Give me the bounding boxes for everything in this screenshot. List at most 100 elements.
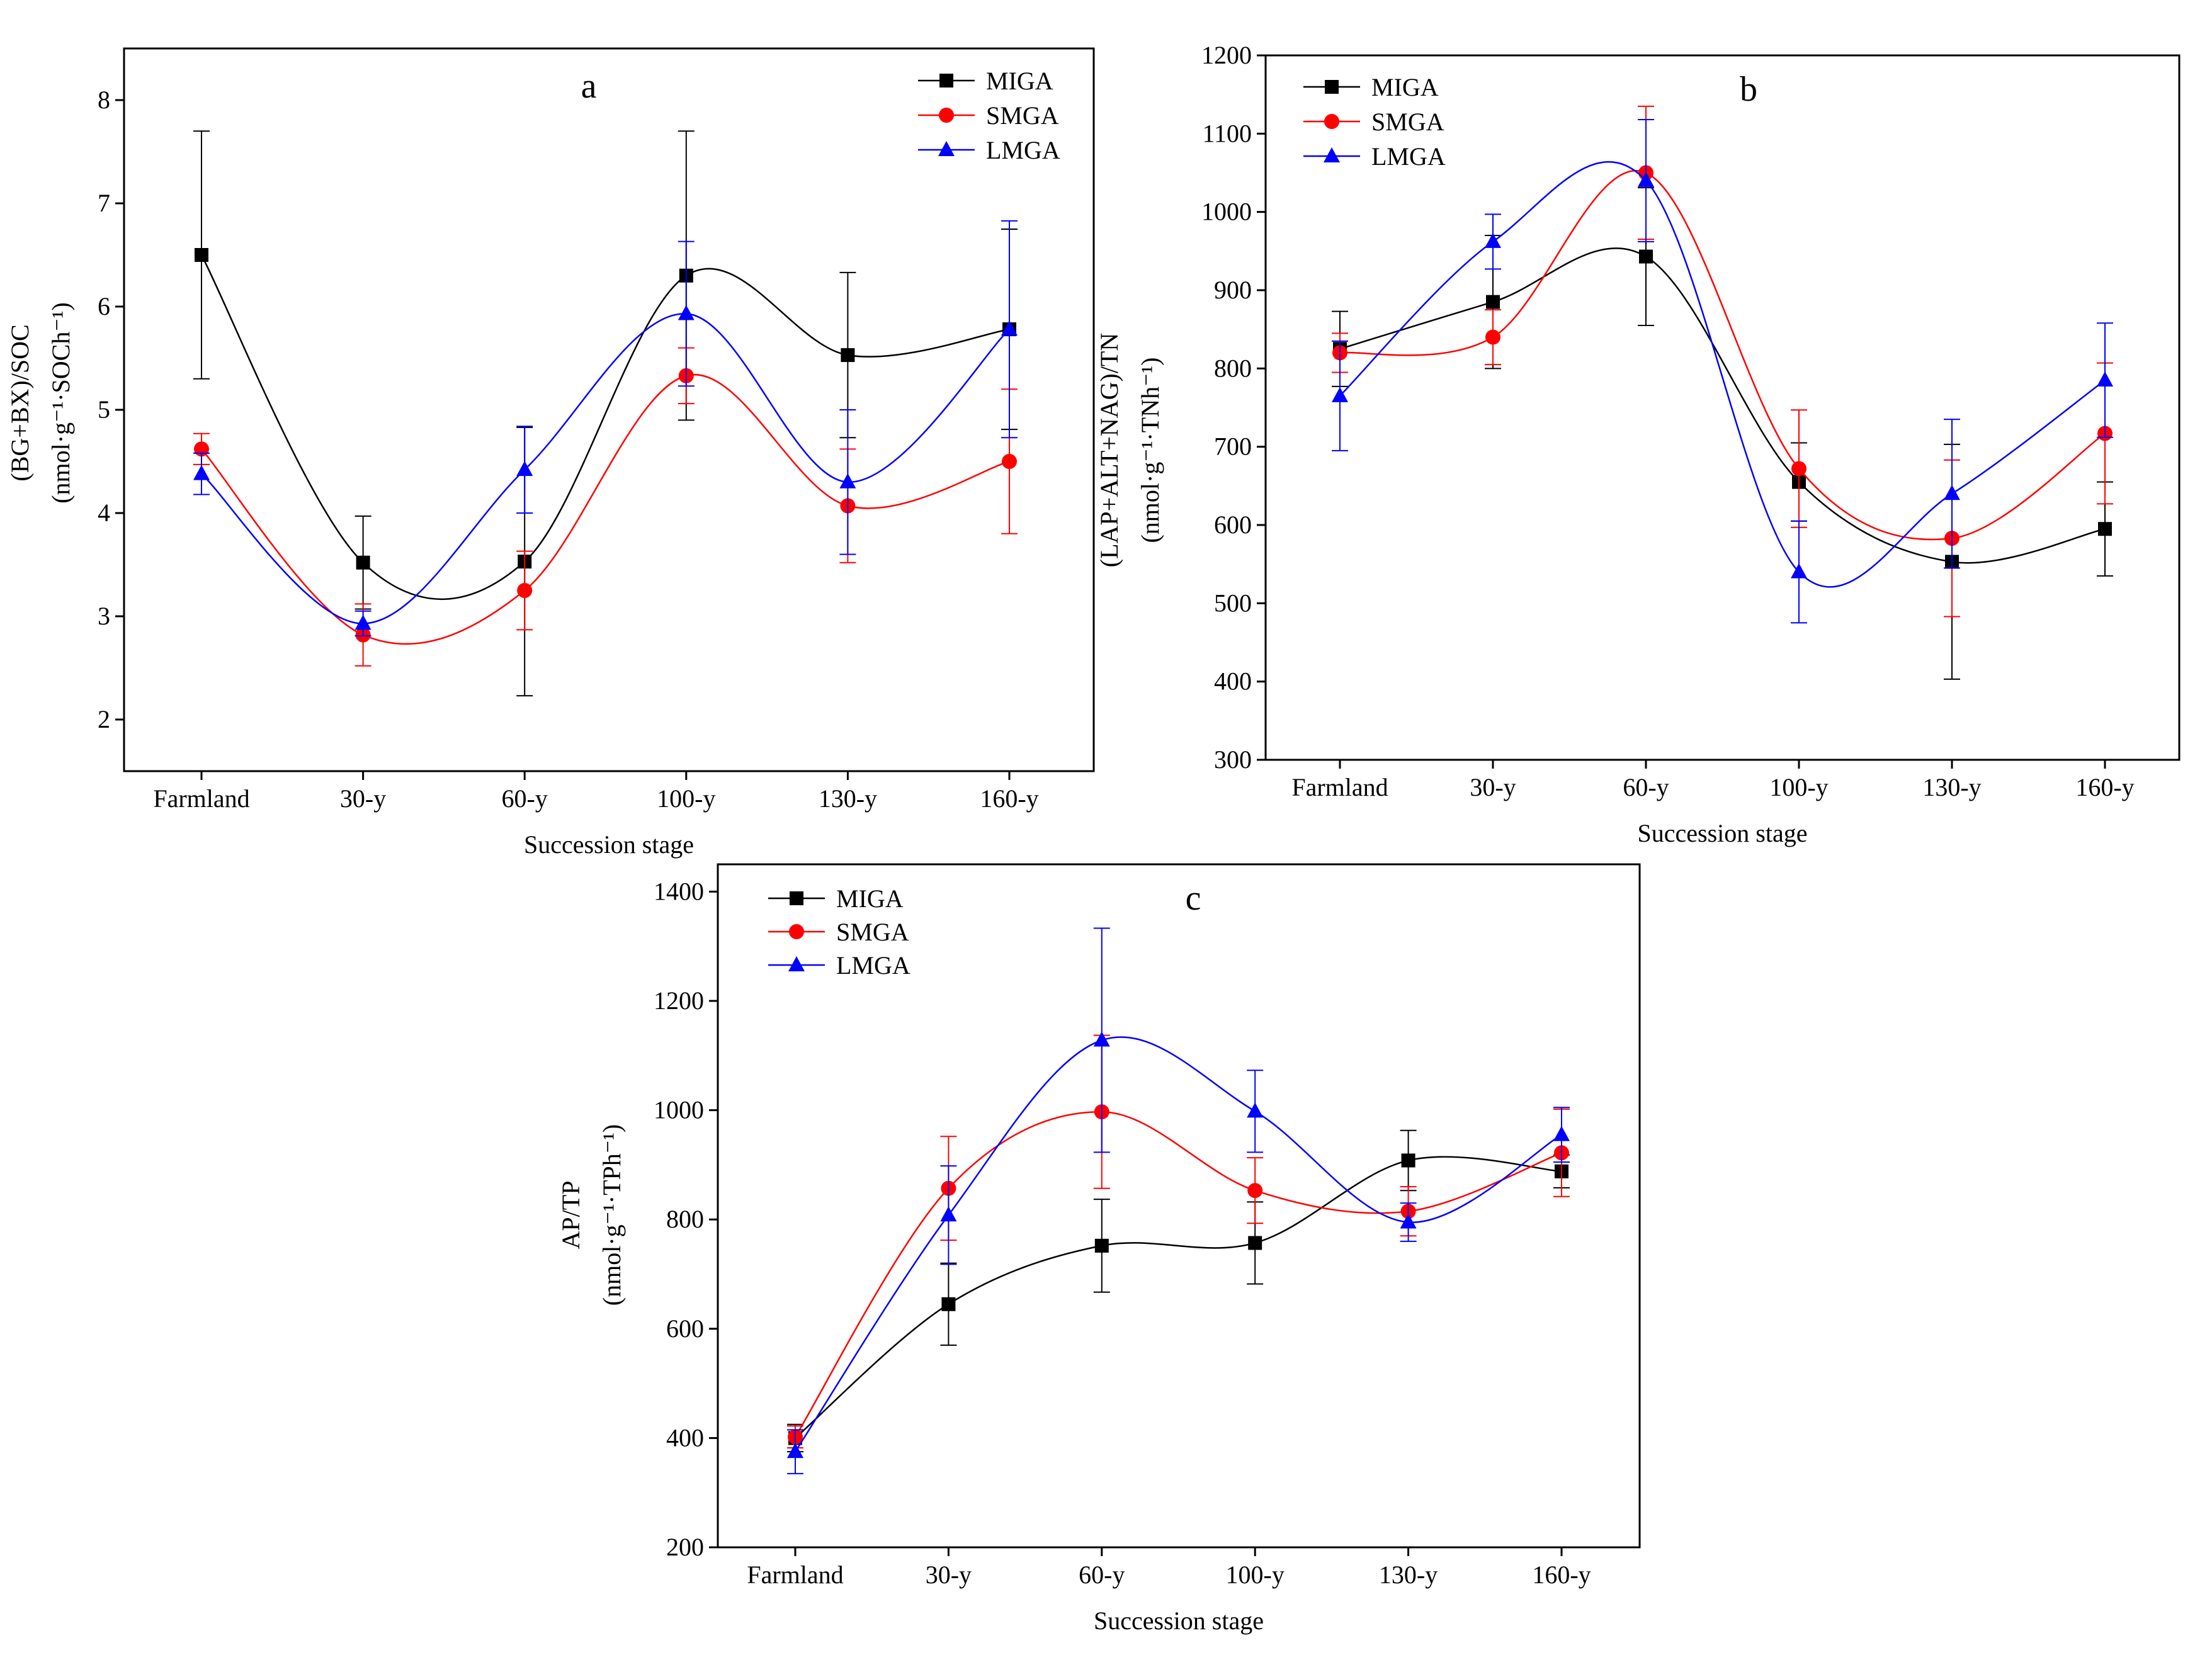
data-point bbox=[940, 1206, 957, 1222]
y-tick-label: 400 bbox=[666, 1423, 704, 1452]
data-point bbox=[1094, 1238, 1109, 1253]
legend-label: LMGA bbox=[836, 951, 910, 980]
legend-label: LMGA bbox=[1371, 142, 1446, 171]
data-point bbox=[941, 1297, 956, 1311]
legend-marker bbox=[939, 108, 954, 123]
data-point bbox=[678, 305, 695, 320]
data-point bbox=[1247, 1183, 1263, 1199]
x-tick-label: 130-y bbox=[1379, 1561, 1438, 1589]
data-point bbox=[1638, 171, 1654, 187]
x-tick-label: Farmland bbox=[153, 784, 249, 813]
x-tick-label: 160-y bbox=[1532, 1561, 1591, 1589]
data-point bbox=[1486, 295, 1500, 309]
data-point bbox=[1248, 1236, 1262, 1250]
x-tick-label: Farmland bbox=[747, 1561, 843, 1589]
series-line bbox=[795, 1156, 1562, 1439]
y-tick-label: 1100 bbox=[1202, 119, 1252, 147]
chart-panel-a: 2 3 4 5 6 7 8 Farmland 30-y 60-y 100-y 130-y 160-y Su… bbox=[6, 47, 1095, 859]
legend-marker bbox=[939, 74, 953, 88]
x-tick-label: 130-y bbox=[819, 784, 877, 813]
data-point bbox=[1001, 320, 1018, 336]
data-point bbox=[1485, 329, 1500, 345]
y-tick-label: 900 bbox=[1214, 276, 1252, 304]
legend-marker bbox=[789, 924, 804, 939]
chart-panel-b: 300 400 500 600 700 800 900 1000 1100 1200 Farmlan… bbox=[1095, 41, 2181, 847]
legend-marker bbox=[1324, 114, 1339, 129]
x-tick-label: 30-y bbox=[926, 1561, 972, 1589]
legend-item-miga: MIGA bbox=[768, 884, 904, 913]
legend: MIGA SMGA LMGA bbox=[768, 884, 910, 980]
data-point bbox=[1401, 1153, 1415, 1168]
legend-marker bbox=[788, 956, 805, 971]
legend-item-miga: MIGA bbox=[1303, 73, 1439, 101]
x-tick-label: 100-y bbox=[1226, 1561, 1285, 1589]
data-point bbox=[356, 555, 370, 570]
y-tick-label: 2 bbox=[98, 705, 110, 733]
x-tick-label: Farmland bbox=[1291, 773, 1388, 801]
data-point bbox=[1553, 1126, 1570, 1141]
panel-label: c bbox=[1186, 879, 1201, 918]
y-axis-label: AP/TP bbox=[557, 1181, 585, 1250]
y-tick-label: 200 bbox=[666, 1533, 704, 1561]
legend-item-lmga: LMGA bbox=[1303, 142, 1446, 171]
x-axis-label: Succession stage bbox=[1094, 1606, 1264, 1635]
y-tick-label: 800 bbox=[1214, 354, 1252, 382]
y-axis-label: (BG+BX)/SOC bbox=[6, 324, 34, 481]
data-point bbox=[2097, 371, 2113, 387]
y-tick-label: 300 bbox=[1214, 745, 1252, 774]
chart-panel-c: 200 400 600 800 1000 1200 1400 Farmland 30-y 60-y… bbox=[557, 863, 1641, 1635]
y-tick-label: 8 bbox=[98, 86, 110, 114]
x-axis-label: Succession stage bbox=[1638, 819, 1808, 847]
legend-label: MIGA bbox=[1371, 73, 1439, 101]
x-tick-label: 60-y bbox=[1623, 773, 1669, 801]
data-point bbox=[1791, 461, 1806, 477]
y-tick-label: 400 bbox=[1214, 667, 1252, 696]
panels: 2 3 4 5 6 7 8 Farmland 30-y 60-y 100-y 130-y 160-y Su… bbox=[6, 41, 2181, 1635]
data-point bbox=[193, 465, 210, 480]
data-point bbox=[1944, 485, 1960, 500]
panel-label: b bbox=[1740, 70, 1757, 109]
legend-item-smga: SMGA bbox=[768, 918, 909, 946]
legend-label: MIGA bbox=[836, 884, 904, 913]
legend-label: MIGA bbox=[986, 67, 1053, 95]
data-point bbox=[787, 1443, 803, 1459]
legend-marker bbox=[1325, 80, 1339, 94]
plot-frame bbox=[1264, 54, 2181, 761]
y-tick-label: 1200 bbox=[1201, 41, 1252, 69]
y-axis-label: (LAP+ALT+NAG)/TN bbox=[1095, 333, 1123, 568]
series-line bbox=[794, 1110, 1562, 1438]
data-point bbox=[1791, 563, 1807, 579]
y-tick-label: 800 bbox=[666, 1205, 704, 1233]
x-axis-label: Succession stage bbox=[524, 830, 694, 859]
y-tick-label: 3 bbox=[98, 602, 110, 630]
y-tick-label: 700 bbox=[1214, 432, 1252, 461]
series-lmga bbox=[193, 220, 1018, 637]
y-tick-label: 5 bbox=[98, 395, 110, 424]
data-point bbox=[1093, 1031, 1110, 1047]
x-tick-label: 100-y bbox=[657, 784, 715, 813]
legend-label: LMGA bbox=[986, 136, 1060, 164]
y-axis-unit-label: (nmol·g⁻¹·SOCh⁻¹) bbox=[47, 302, 75, 504]
legend-label: SMGA bbox=[1371, 108, 1444, 136]
x-tick-label: 160-y bbox=[980, 784, 1038, 813]
data-point bbox=[1332, 387, 1348, 402]
x-tick-label: 130-y bbox=[1922, 773, 1981, 801]
x-tick-label: 100-y bbox=[1769, 773, 1828, 801]
data-point bbox=[517, 583, 533, 598]
x-tick-label: 60-y bbox=[1079, 1561, 1125, 1589]
series-line bbox=[201, 313, 1010, 624]
y-tick-label: 1200 bbox=[654, 986, 704, 1015]
data-point bbox=[354, 614, 372, 630]
y-tick-label: 1000 bbox=[654, 1096, 704, 1124]
data-point bbox=[2098, 522, 2112, 536]
legend-item-smga: SMGA bbox=[1303, 108, 1444, 136]
y-tick-label: 1400 bbox=[654, 877, 704, 905]
y-tick-label: 1000 bbox=[1201, 198, 1252, 226]
data-point bbox=[1247, 1102, 1264, 1118]
y-tick-label: 7 bbox=[98, 189, 110, 217]
x-tick-label: 30-y bbox=[1470, 773, 1516, 801]
y-tick-label: 4 bbox=[98, 499, 110, 527]
legend-item-smga: SMGA bbox=[918, 101, 1059, 130]
